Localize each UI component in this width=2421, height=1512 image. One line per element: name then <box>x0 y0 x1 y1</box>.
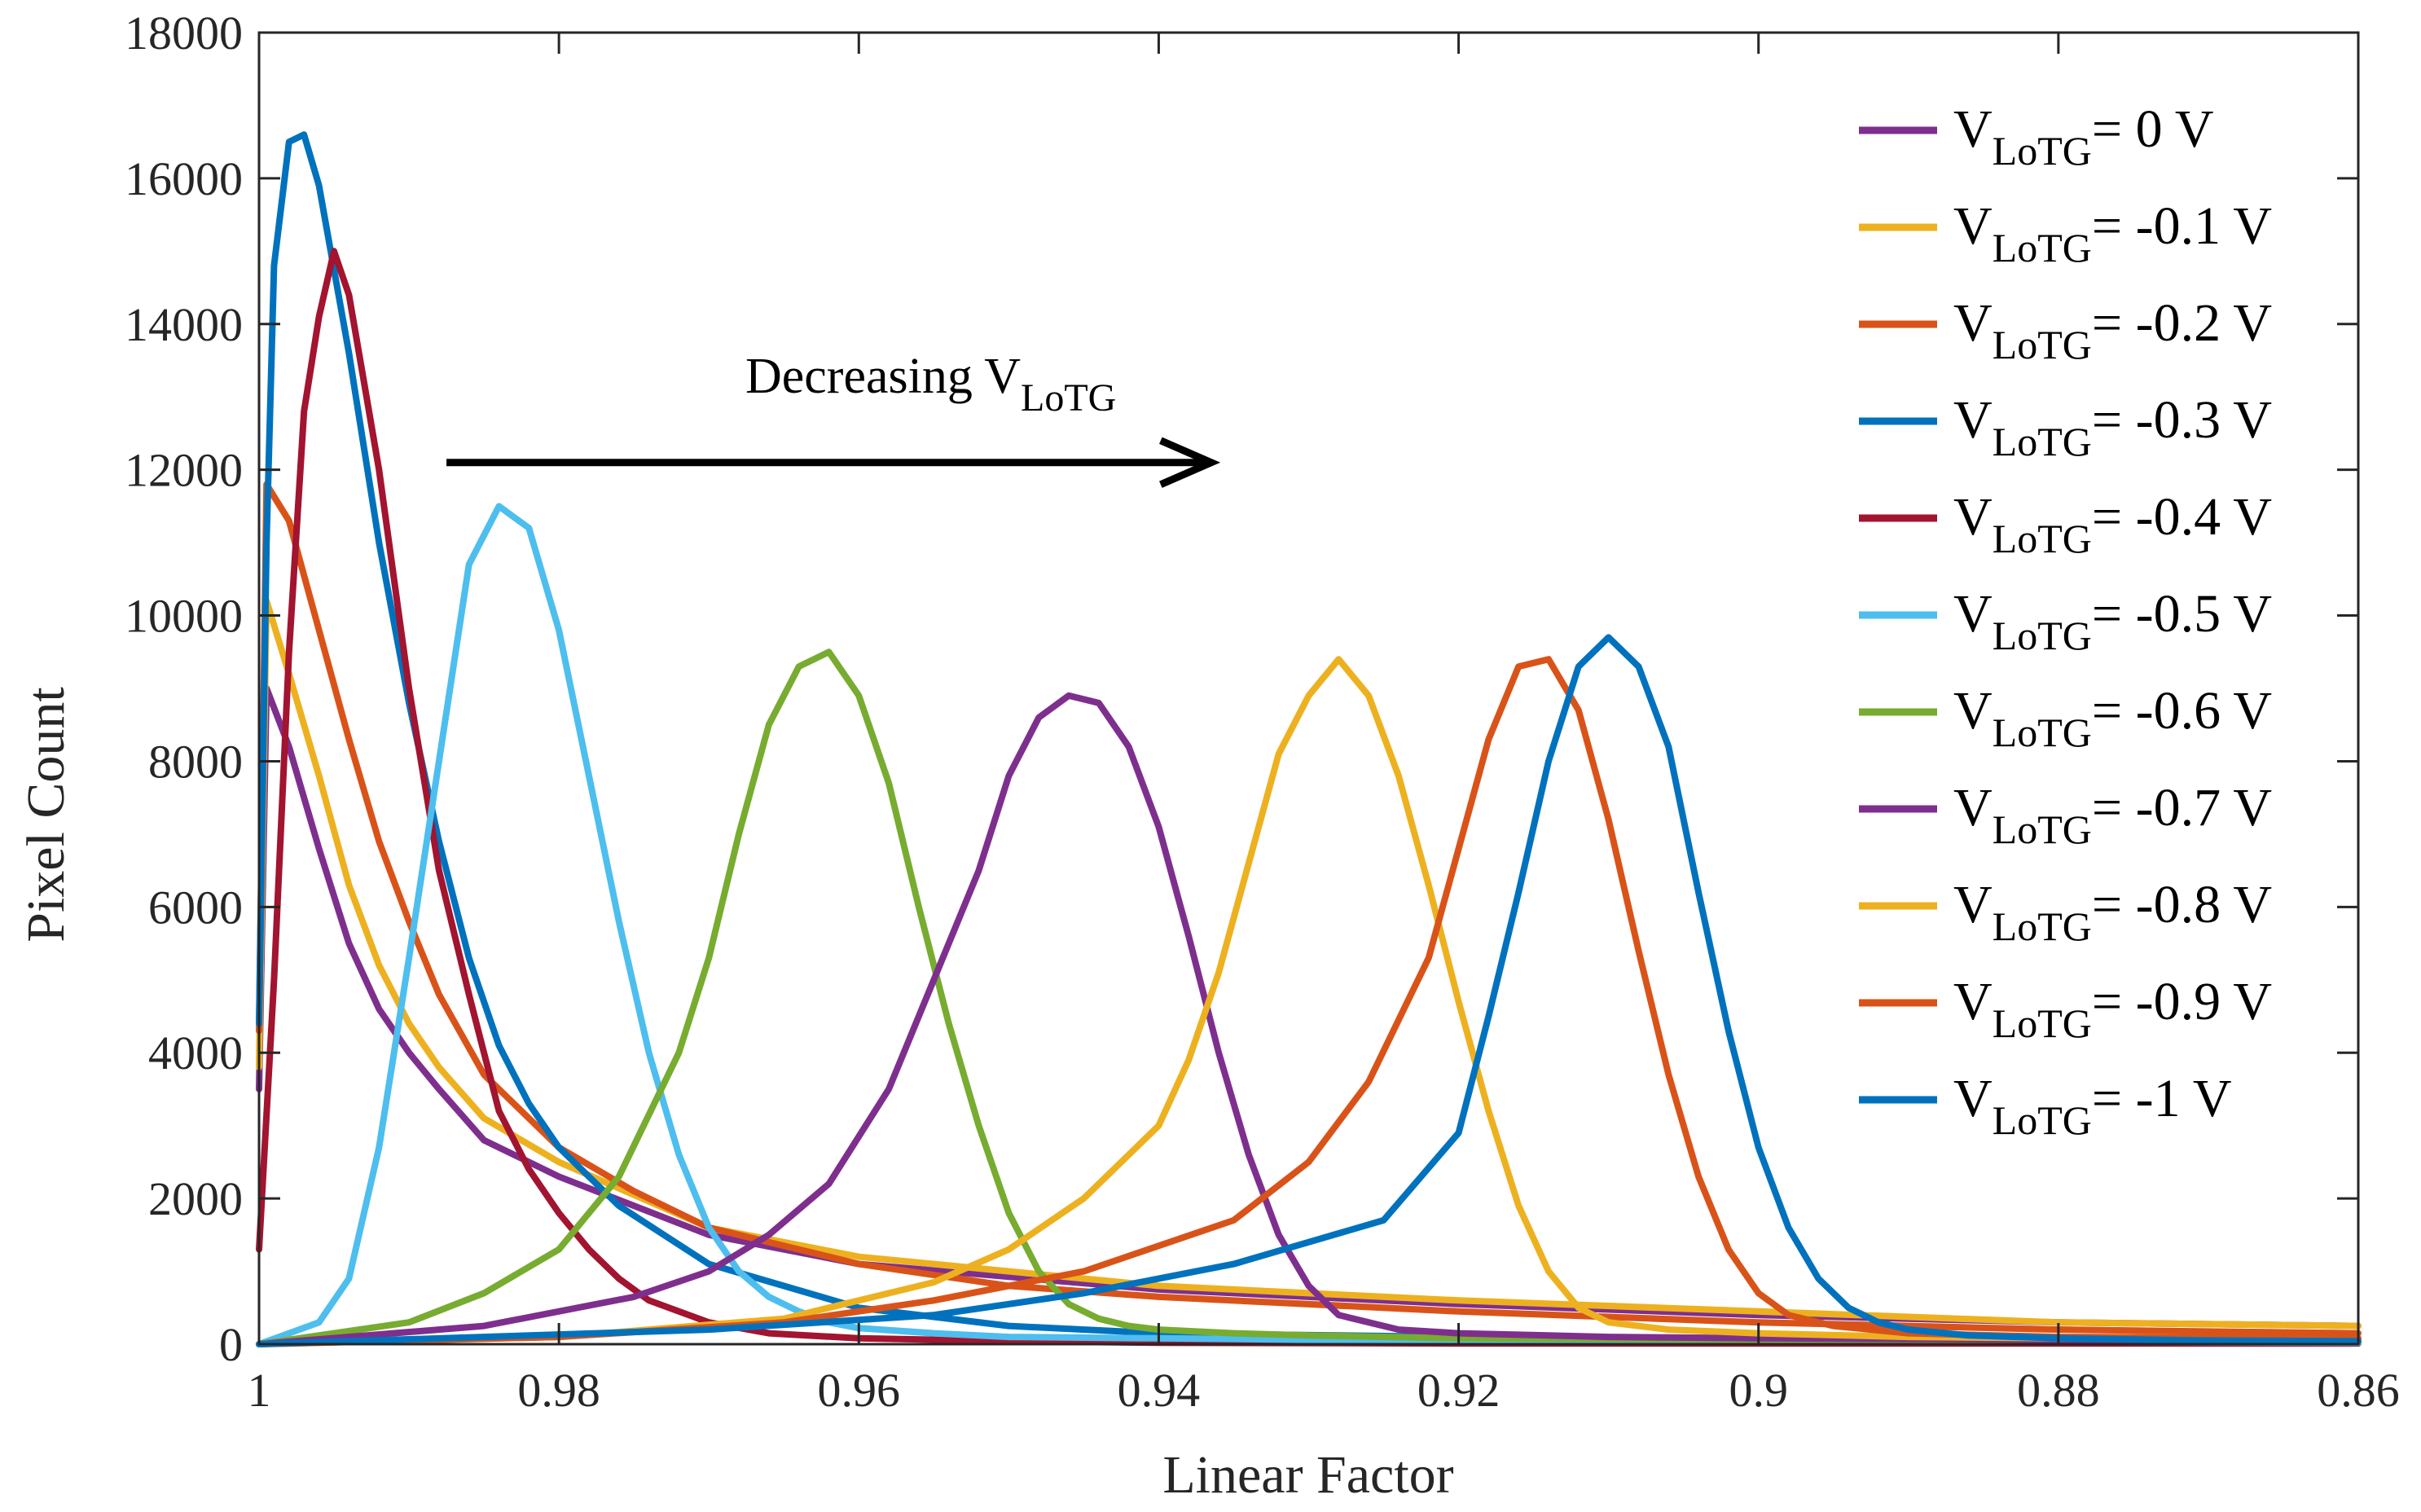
x-axis-title: Linear Factor <box>1162 1445 1453 1505</box>
legend-label-value-10: = -1 V <box>2092 1069 2232 1128</box>
legend-label-8: VLoTG= -0.8 V <box>1953 875 2272 949</box>
series-line-9 <box>256 656 2362 1347</box>
legend-label-1: VLoTG= -0.1 V <box>1953 196 2272 270</box>
series-line-10 <box>256 634 2362 1347</box>
x-tick-label-2: 0.96 <box>818 1364 901 1417</box>
legend-label-sub-5: LoTG <box>1993 613 2092 658</box>
legend-label-value-7: = -0.7 V <box>2092 778 2272 837</box>
legend-label-sub-8: LoTG <box>1993 903 2092 949</box>
legend-label-value-8: = -0.8 V <box>2092 875 2272 934</box>
legend-label-main-2: V <box>1953 293 1993 353</box>
legend-label-main-7: V <box>1953 778 1993 837</box>
legend-label-sub-6: LoTG <box>1993 710 2092 755</box>
legend-label-sub-0: LoTG <box>1993 128 2092 174</box>
legend-label-main-4: V <box>1953 487 1993 547</box>
y-tick-label-8: 16000 <box>125 152 243 205</box>
legend-label-main-1: V <box>1953 196 1993 256</box>
series-line-0 <box>256 685 2362 1330</box>
legend-label-9: VLoTG= -0.9 V <box>1953 972 2272 1046</box>
x-tick-label-0: 1 <box>248 1364 271 1417</box>
y-tick-label-6: 12000 <box>125 444 243 497</box>
x-tick-label-5: 0.9 <box>1729 1364 1788 1417</box>
y-tick-label-5: 10000 <box>125 590 243 643</box>
legend-label-main-3: V <box>1953 390 1993 450</box>
legend-label-main-10: V <box>1953 1069 1993 1128</box>
x-tick-label-7: 0.86 <box>2317 1364 2400 1417</box>
legend-label-sub-10: LoTG <box>1993 1097 2092 1143</box>
x-axis-ticks: 1 0.98 0.96 0.94 0.92 0.9 0.88 0.86 <box>248 33 2400 1417</box>
plot-series-group <box>256 131 2362 1347</box>
series-line-1 <box>256 597 2362 1330</box>
legend-label-sub-1: LoTG <box>1993 225 2092 270</box>
y-axis-ticks: 0 2000 4000 6000 8000 10000 12000 14000 16000 180… <box>125 7 2358 1371</box>
series-line-4 <box>256 248 2362 1347</box>
y-tick-label-9: 18000 <box>125 7 243 59</box>
x-tick-label-3: 0.94 <box>1118 1364 1201 1417</box>
y-tick-label-7: 14000 <box>125 298 243 351</box>
legend-label-sub-9: LoTG <box>1993 1000 2092 1046</box>
legend-label-10: VLoTG= -1 V <box>1953 1069 2232 1143</box>
annotation-arrow <box>446 437 1221 488</box>
legend-label-sub-3: LoTG <box>1993 419 2092 464</box>
legend-label-value-2: = -0.2 V <box>2092 293 2272 353</box>
legend-label-value-6: = -0.6 V <box>2092 681 2272 741</box>
axes-frame <box>257 31 2360 1346</box>
annotation-arrowhead <box>1159 437 1221 488</box>
legend-label-sub-2: LoTG <box>1993 322 2092 367</box>
legend-label-value-4: = -0.4 V <box>2092 487 2272 547</box>
y-tick-label-4: 8000 <box>148 735 243 788</box>
series-line-7 <box>256 692 2362 1347</box>
legend-label-6: VLoTG= -0.6 V <box>1953 681 2272 755</box>
legend-label-value-1: = -0.1 V <box>2092 196 2272 256</box>
legend-label-2: VLoTG= -0.2 V <box>1953 293 2272 367</box>
legend-label-sub-7: LoTG <box>1993 807 2092 852</box>
legend-label-main-9: V <box>1953 972 1993 1031</box>
x-tick-label-4: 0.92 <box>1417 1364 1500 1417</box>
y-tick-label-1: 2000 <box>148 1172 243 1225</box>
annotation-main: Decreasing V <box>745 349 1021 404</box>
x-tick-label-6: 0.88 <box>2017 1364 2100 1417</box>
legend-label-0: VLoTG= 0 V <box>1953 99 2214 174</box>
legend-label-value-5: = -0.5 V <box>2092 584 2272 644</box>
legend-label-main-0: V <box>1953 99 1993 159</box>
y-tick-label-2: 4000 <box>148 1026 243 1079</box>
annotation-subscript: LoTG <box>1021 376 1116 420</box>
legend-label-7: VLoTG= -0.7 V <box>1953 778 2272 852</box>
series-line-6 <box>256 648 2362 1347</box>
legend-label-5: VLoTG= -0.5 V <box>1953 584 2272 658</box>
annotation: Decreasing VLoTG <box>446 349 1221 488</box>
axes-box <box>257 31 2360 1346</box>
annotation-text: Decreasing VLoTG <box>745 349 1116 420</box>
series-line-5 <box>256 503 2362 1347</box>
legend-label-value-3: = -0.3 V <box>2092 390 2272 450</box>
legend-label-main-5: V <box>1953 584 1993 644</box>
legend-label-value-0: = 0 V <box>2092 99 2214 159</box>
x-tick-label-1: 0.98 <box>517 1364 600 1417</box>
series-line-8 <box>256 656 2362 1347</box>
y-tick-label-3: 6000 <box>148 881 243 934</box>
legend-label-4: VLoTG= -0.4 V <box>1953 487 2272 561</box>
legend-label-3: VLoTG= -0.3 V <box>1953 390 2272 464</box>
legend-label-main-8: V <box>1953 875 1993 934</box>
legend-label-value-9: = -0.9 V <box>2092 972 2272 1031</box>
legend-label-main-6: V <box>1953 681 1993 741</box>
legend-label-sub-4: LoTG <box>1993 516 2092 561</box>
y-tick-label-0: 0 <box>219 1318 243 1371</box>
y-axis-title: Pixel Count <box>16 687 76 943</box>
